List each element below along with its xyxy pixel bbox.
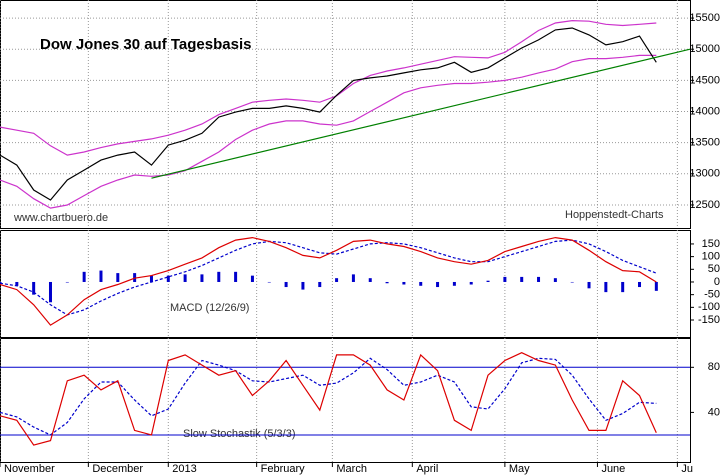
histogram-bar bbox=[200, 274, 204, 282]
histogram-bar bbox=[0, 281, 2, 284]
histogram-bar bbox=[15, 281, 19, 286]
y-tick-label: -100 bbox=[698, 301, 720, 313]
source: www.chartbuero.de bbox=[13, 212, 108, 224]
y-tick-label: 0 bbox=[714, 276, 720, 288]
histogram-bar bbox=[183, 274, 187, 282]
credit: Hoppenstedt-Charts bbox=[565, 209, 664, 221]
x-tick-label: December bbox=[92, 463, 143, 475]
series-line bbox=[0, 352, 657, 446]
histogram-bar bbox=[402, 281, 406, 285]
histogram-bar bbox=[520, 276, 524, 282]
y-tick-label: 50 bbox=[708, 263, 720, 275]
y-tick-label: 12500 bbox=[689, 199, 720, 211]
histogram-bar bbox=[301, 281, 305, 290]
x-tick-label: November bbox=[4, 463, 55, 475]
y-tick-label: -150 bbox=[698, 314, 720, 326]
y-tick-label: 150 bbox=[702, 238, 720, 250]
series-line bbox=[0, 27, 657, 201]
histogram-bar bbox=[267, 281, 271, 283]
panel-frame bbox=[0, 338, 691, 463]
y-tick-label: 40 bbox=[708, 406, 720, 418]
histogram-bar bbox=[486, 280, 490, 282]
histogram-bar bbox=[335, 278, 339, 282]
histogram-bar bbox=[234, 271, 238, 282]
histogram-bar bbox=[48, 281, 52, 303]
panel-frame bbox=[0, 230, 691, 338]
x-tick-label: March bbox=[336, 463, 367, 475]
histogram-bar bbox=[604, 281, 608, 293]
histogram-bar bbox=[537, 276, 541, 282]
series-line bbox=[151, 48, 691, 179]
histogram-bar bbox=[32, 281, 36, 295]
y-tick-label: 14500 bbox=[689, 74, 720, 86]
y-tick-label: 13000 bbox=[689, 168, 720, 180]
histogram-bar bbox=[419, 281, 423, 286]
histogram-bar bbox=[116, 273, 120, 282]
y-tick-label: 15500 bbox=[689, 12, 720, 24]
x-tick-label: Ju bbox=[681, 463, 693, 475]
histogram-bar bbox=[654, 281, 658, 291]
histogram-bar bbox=[133, 273, 137, 282]
histogram-bar bbox=[166, 275, 170, 282]
histogram-bar bbox=[469, 281, 473, 285]
histogram-bar bbox=[587, 281, 591, 289]
histogram-bar bbox=[65, 281, 69, 283]
histogram-bar bbox=[217, 271, 221, 282]
y-tick-label: 100 bbox=[702, 251, 720, 263]
x-tick-label: 2013 bbox=[172, 463, 196, 475]
series-line bbox=[0, 54, 657, 209]
histogram-bar bbox=[368, 278, 372, 282]
y-tick-label: 80 bbox=[708, 361, 720, 373]
y-tick-label: 14000 bbox=[689, 105, 720, 117]
series-line bbox=[0, 19, 657, 156]
histogram-bar bbox=[452, 281, 456, 286]
y-tick-label: -50 bbox=[704, 289, 720, 301]
histogram-bar bbox=[99, 270, 103, 282]
x-tick-label: February bbox=[261, 463, 306, 475]
histogram-bar bbox=[149, 275, 153, 282]
macd-label: MACD (12/26/9) bbox=[170, 302, 249, 314]
x-tick-label: June bbox=[601, 463, 625, 475]
histogram-bar bbox=[570, 281, 574, 283]
histogram-bar bbox=[436, 281, 440, 288]
histogram-bar bbox=[250, 275, 254, 282]
y-tick-label: 15000 bbox=[689, 43, 720, 55]
y-tick-label: 13500 bbox=[689, 137, 720, 149]
histogram-bar bbox=[638, 281, 642, 288]
histogram-bar bbox=[351, 274, 355, 282]
x-tick-label: May bbox=[509, 463, 530, 475]
histogram-bar bbox=[284, 281, 288, 288]
x-tick-label: April bbox=[416, 463, 438, 475]
chart-title: Dow Jones 30 auf Tagesbasis bbox=[40, 36, 251, 53]
series-line bbox=[0, 236, 657, 326]
histogram-bar bbox=[82, 271, 86, 282]
histogram-bar bbox=[503, 276, 507, 282]
histogram-bar bbox=[553, 278, 557, 282]
histogram-bar bbox=[385, 281, 389, 284]
stoch-label: Slow Stochastik (5/3/3) bbox=[183, 428, 296, 440]
histogram-bar bbox=[318, 281, 322, 288]
histogram-bar bbox=[621, 281, 625, 293]
